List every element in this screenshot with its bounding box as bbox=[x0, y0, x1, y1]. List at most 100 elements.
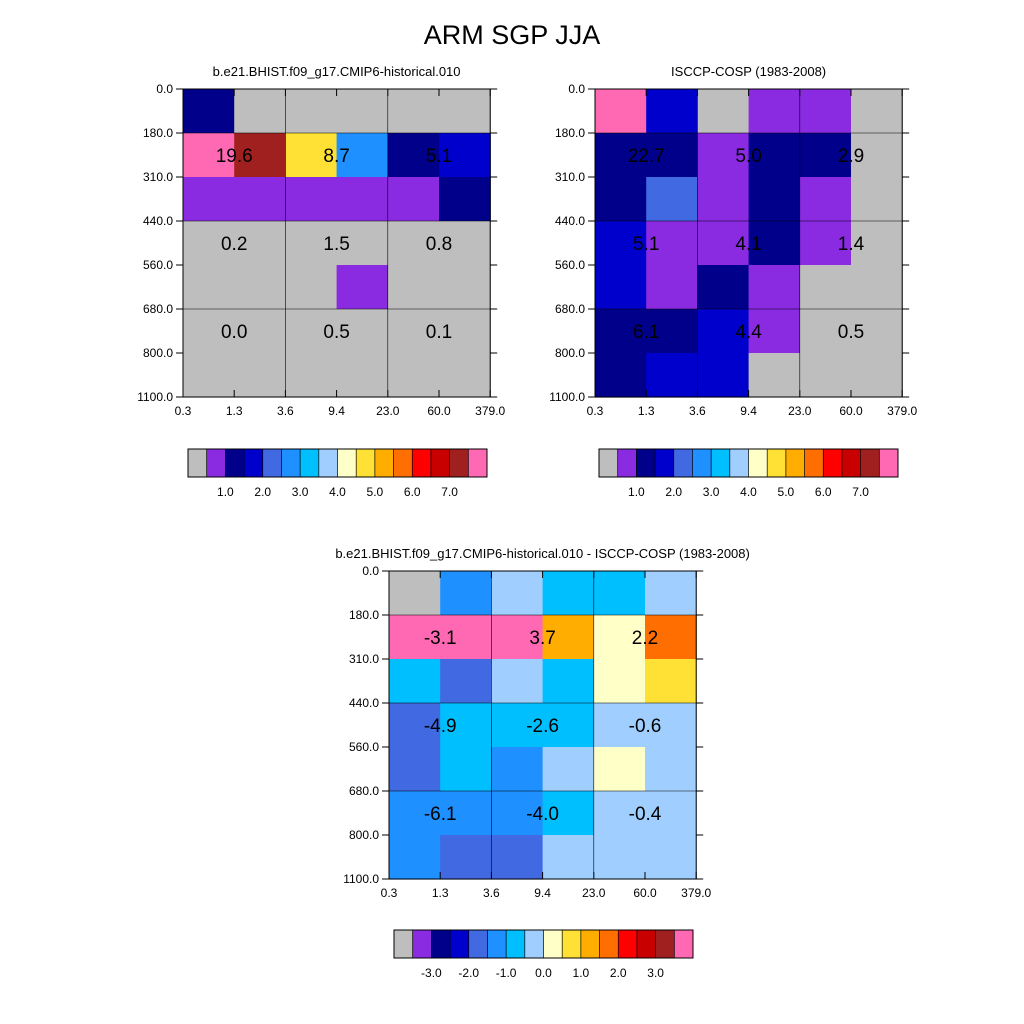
heatmap-cell bbox=[542, 571, 595, 616]
value-label: -6.1 bbox=[424, 804, 457, 825]
heatmap-cell bbox=[542, 747, 595, 792]
y-tick-label: 800.0 bbox=[555, 346, 585, 360]
heatmap-cell bbox=[285, 221, 338, 266]
heatmap-cell bbox=[285, 89, 338, 134]
heatmap-cell bbox=[336, 353, 389, 398]
colorbar-swatch bbox=[393, 449, 413, 477]
x-tick-label: 1.3 bbox=[226, 404, 243, 418]
heatmap-cell bbox=[593, 791, 646, 836]
heatmap-cell bbox=[183, 265, 235, 310]
heatmap-cell bbox=[542, 791, 595, 836]
heatmap-cell bbox=[645, 747, 697, 792]
value-label: 2.2 bbox=[632, 628, 658, 649]
colorbar-swatch bbox=[449, 449, 469, 477]
heatmap-cell bbox=[183, 353, 235, 398]
heatmap-cell bbox=[646, 353, 698, 398]
heatmap-cell bbox=[595, 265, 647, 310]
heatmap-cell bbox=[389, 835, 441, 880]
heatmap-cell bbox=[593, 703, 646, 748]
value-label: 8.7 bbox=[323, 146, 349, 167]
colorbar-swatch bbox=[281, 449, 301, 477]
heatmap-cell bbox=[491, 703, 544, 748]
colorbar-swatch bbox=[543, 930, 563, 958]
value-label: -0.6 bbox=[629, 716, 662, 737]
y-tick-label: 560.0 bbox=[555, 258, 585, 272]
heatmap-cell bbox=[285, 133, 338, 178]
heatmap-cell bbox=[440, 747, 492, 792]
colorbar-swatch bbox=[823, 449, 843, 477]
colorbar-swatch bbox=[617, 449, 637, 477]
heatmap-cell bbox=[183, 133, 235, 178]
heatmap-cell bbox=[799, 353, 852, 398]
heatmap-cell bbox=[491, 571, 544, 616]
heatmap-cell bbox=[595, 133, 647, 178]
colorbar-swatch bbox=[412, 930, 432, 958]
heatmap-cell bbox=[748, 309, 801, 354]
heatmap-cell bbox=[748, 265, 801, 310]
x-tick-label: 3.6 bbox=[689, 404, 706, 418]
heatmap-cell bbox=[285, 309, 338, 354]
x-tick-label: 1.3 bbox=[432, 886, 449, 900]
value-label: 0.5 bbox=[838, 322, 864, 343]
y-tick-label: 1100.0 bbox=[549, 390, 585, 404]
value-label: 0.8 bbox=[426, 234, 452, 255]
x-tick-label: 9.4 bbox=[328, 404, 345, 418]
heatmap-cell bbox=[183, 177, 235, 222]
heatmap-cell bbox=[387, 133, 440, 178]
heatmap-cell bbox=[799, 265, 852, 310]
value-label: 0.2 bbox=[221, 234, 247, 255]
heatmap-cell bbox=[439, 309, 491, 354]
colorbar-label: 5.0 bbox=[778, 485, 795, 499]
heatmap-cell bbox=[645, 659, 697, 704]
colorbar-swatch bbox=[711, 449, 731, 477]
heatmap-cell bbox=[440, 659, 492, 704]
heatmap-cell bbox=[646, 309, 698, 354]
heatmap-cell bbox=[439, 265, 491, 310]
heatmap-cell bbox=[234, 89, 286, 134]
heatmap-cell bbox=[646, 221, 698, 266]
y-tick-label: 680.0 bbox=[349, 784, 379, 798]
heatmap-cell bbox=[799, 309, 852, 354]
heatmap-cell bbox=[595, 221, 647, 266]
heatmap-cell bbox=[285, 353, 338, 398]
x-tick-label: 23.0 bbox=[376, 404, 400, 418]
heatmap-cell bbox=[336, 89, 389, 134]
heatmap-cell bbox=[389, 571, 441, 616]
colorbar-swatch bbox=[580, 930, 600, 958]
colorbar-swatch bbox=[562, 930, 582, 958]
value-label: 19.6 bbox=[216, 146, 253, 167]
colorbar-swatch bbox=[468, 930, 488, 958]
heatmap-cell bbox=[336, 177, 389, 222]
heatmap-cell bbox=[440, 835, 492, 880]
heatmap-cell bbox=[646, 177, 698, 222]
colorbar-frame bbox=[393, 929, 694, 959]
heatmap-cell bbox=[491, 615, 544, 660]
x-tick-label: 9.4 bbox=[740, 404, 757, 418]
heatmap-cell bbox=[697, 353, 750, 398]
heatmap-cell bbox=[851, 221, 903, 266]
y-tick-label: 310.0 bbox=[143, 170, 173, 184]
heatmap-cell bbox=[542, 615, 595, 660]
y-tick-label: 800.0 bbox=[143, 346, 173, 360]
y-tick-label: 1100.0 bbox=[137, 390, 173, 404]
heatmap-cell bbox=[491, 747, 544, 792]
heatmap-cell bbox=[439, 89, 491, 134]
y-tick-label: 180.0 bbox=[143, 126, 173, 140]
heatmap-cell bbox=[491, 659, 544, 704]
colorbar-swatch bbox=[431, 930, 451, 958]
heatmap-cell bbox=[439, 353, 491, 398]
x-tick-label: 1.3 bbox=[638, 404, 655, 418]
value-label: 5.0 bbox=[735, 146, 761, 167]
colorbar-swatch bbox=[599, 449, 619, 477]
colorbar-label: 4.0 bbox=[329, 485, 346, 499]
colorbar-swatch bbox=[636, 930, 657, 958]
heatmap-cell bbox=[387, 89, 440, 134]
colorbar-swatch bbox=[655, 930, 675, 958]
value-label: -4.0 bbox=[526, 804, 559, 825]
colorbar-label: 7.0 bbox=[852, 485, 869, 499]
value-label: -0.4 bbox=[629, 804, 662, 825]
y-tick-label: 560.0 bbox=[349, 740, 379, 754]
colorbar-swatch bbox=[618, 930, 638, 958]
colorbar-label: 2.0 bbox=[254, 485, 271, 499]
heatmap-cell bbox=[234, 133, 286, 178]
